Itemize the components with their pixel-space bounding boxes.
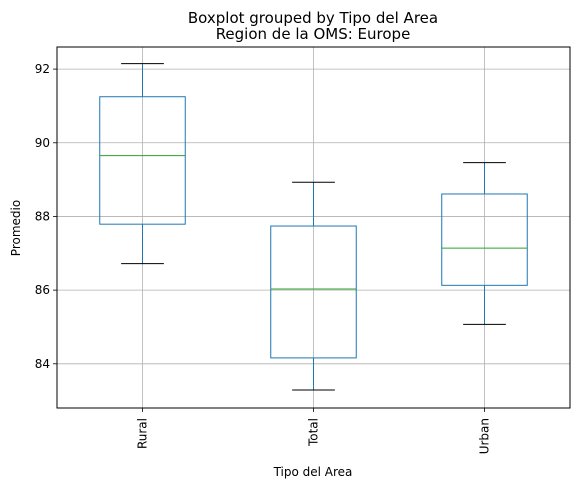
y-tick-label: 86 <box>35 283 50 297</box>
x-tick-label: Urban <box>478 418 492 454</box>
y-tick-label: 92 <box>35 62 50 76</box>
chart-subtitle: Region de la OMS: Europe <box>216 25 411 43</box>
y-tick-label: 88 <box>35 209 50 223</box>
grid-lines <box>57 47 570 408</box>
x-tick-label: Rural <box>136 418 150 449</box>
y-axis-ticks: 84 86 88 90 92 <box>35 62 57 371</box>
y-tick-label: 84 <box>35 357 50 371</box>
x-axis-label: Tipo del Area <box>273 465 353 479</box>
y-axis-label: Promedio <box>9 200 23 256</box>
x-tick-label: Total <box>307 418 321 447</box>
x-axis-ticks: Rural Total Urban <box>136 408 492 454</box>
y-tick-label: 90 <box>35 136 50 150</box>
